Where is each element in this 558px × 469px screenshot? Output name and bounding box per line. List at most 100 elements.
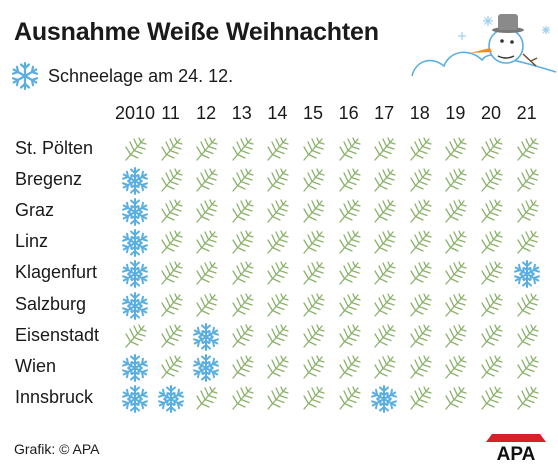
city-label: Klagenfurt <box>15 262 98 283</box>
fir-branch-icon <box>516 168 539 192</box>
fir-branch-icon <box>196 292 218 317</box>
fir-branch-icon <box>303 168 325 192</box>
fir-branch-icon <box>267 323 290 348</box>
fir-branch-icon <box>232 137 254 161</box>
fir-branch-icon <box>267 355 290 379</box>
fir-branch-icon <box>303 292 325 317</box>
fir-branch-icon <box>374 292 396 317</box>
fir-branch-icon <box>481 230 503 254</box>
apa-logo-text: APA <box>497 444 536 462</box>
fir-branch-icon <box>374 230 396 254</box>
fir-branch-icon <box>232 292 254 317</box>
city-label: Salzburg <box>15 293 87 314</box>
fir-branch-icon <box>338 386 361 410</box>
year-label: 15 <box>302 103 324 123</box>
fir-branch-icon <box>445 199 468 223</box>
fir-branch-icon <box>267 386 290 410</box>
fir-branch-icon <box>160 199 183 223</box>
fir-branch-icon <box>338 355 361 379</box>
fir-branch-icon <box>445 292 468 317</box>
apa-logo: APA <box>486 434 546 462</box>
fir-branch-icon <box>267 199 290 223</box>
fir-branch-icon <box>338 168 361 192</box>
fir-branch-icon <box>374 323 396 348</box>
fir-branch-icon <box>196 261 218 286</box>
chart-title: Ausnahme Weiße Weihnachten <box>14 18 379 46</box>
year-label: 16 <box>338 103 359 123</box>
fir-branch-icon <box>410 199 432 223</box>
city-label: Bregenz <box>15 169 83 190</box>
fir-branch-icon <box>232 230 254 254</box>
fir-branch-icon <box>267 261 290 286</box>
fir-branch-icon <box>196 230 218 254</box>
fir-branch-icon <box>374 199 396 223</box>
fir-branch-icon <box>410 137 432 161</box>
year-label: 12 <box>196 103 217 123</box>
fir-branch-icon <box>516 230 539 254</box>
fir-branch-icon <box>232 355 254 379</box>
fir-branch-icon <box>410 230 432 254</box>
year-label: 20 <box>480 103 502 123</box>
fir-branch-icon <box>410 168 432 192</box>
fir-branch-icon <box>374 355 396 379</box>
snowflake-icon <box>120 197 150 227</box>
fir-branch-icon <box>481 261 503 286</box>
fir-branch-icon <box>481 137 503 161</box>
fir-branch-icon <box>481 292 503 317</box>
fir-branch-icon <box>160 168 183 192</box>
year-label: 19 <box>445 103 466 123</box>
fir-branch-icon <box>481 355 503 379</box>
fir-branch-icon <box>303 323 325 348</box>
snowflake-icon <box>120 259 150 289</box>
fir-branch-icon <box>410 261 432 286</box>
fir-branch-icon <box>160 355 183 379</box>
year-label: 17 <box>374 103 395 123</box>
fir-branch-icon <box>410 292 432 317</box>
fir-branch-icon <box>232 168 254 192</box>
city-label: Wien <box>15 355 57 376</box>
year-label: 21 <box>516 103 537 123</box>
fir-branch-icon <box>481 386 503 410</box>
fir-branch-icon <box>481 199 503 223</box>
fir-branch-icon <box>267 230 290 254</box>
fir-branch-icon <box>410 386 432 410</box>
fir-branch-icon <box>303 355 325 379</box>
fir-branch-icon <box>232 323 254 348</box>
fir-branch-icon <box>160 292 183 317</box>
fir-branch-icon <box>196 386 218 410</box>
year-label: 14 <box>267 103 288 123</box>
fir-branch-icon <box>303 199 325 223</box>
fir-branch-icon <box>516 137 539 161</box>
fir-branch-icon <box>410 355 432 379</box>
fir-branch-icon <box>303 137 325 161</box>
legend: Schneelage am 24. 12. <box>10 61 233 91</box>
fir-branch-icon <box>160 230 183 254</box>
fir-branch-icon <box>160 137 183 161</box>
year-label: 11 <box>161 103 180 123</box>
fir-branch-icon <box>516 386 539 410</box>
fir-branch-icon <box>410 323 432 348</box>
snowflake-icon <box>120 384 150 414</box>
fir-branch-icon <box>303 261 325 286</box>
fir-branch-icon <box>196 168 218 192</box>
city-label: Eisenstadt <box>15 324 100 345</box>
fir-branch-icon <box>445 323 468 348</box>
snowflake-icon <box>120 353 150 383</box>
fir-branch-icon <box>125 137 147 161</box>
fir-branch-icon <box>338 230 361 254</box>
snowflake-icon <box>369 384 399 414</box>
fir-branch-icon <box>481 168 503 192</box>
year-label: 18 <box>409 103 430 123</box>
fir-branch-icon <box>232 261 254 286</box>
fir-branch-icon <box>125 323 147 348</box>
snowflake-icon <box>191 322 221 352</box>
fir-branch-icon <box>267 168 290 192</box>
fir-branch-icon <box>445 261 468 286</box>
fir-branch-icon <box>160 323 183 348</box>
source-credit: Grafik: © APA <box>14 441 100 457</box>
fir-branch-icon <box>338 261 361 286</box>
fir-branch-icon <box>196 137 218 161</box>
snowflake-icon <box>156 384 186 414</box>
fir-branch-icon <box>445 355 468 379</box>
fir-branch-icon <box>160 261 183 286</box>
